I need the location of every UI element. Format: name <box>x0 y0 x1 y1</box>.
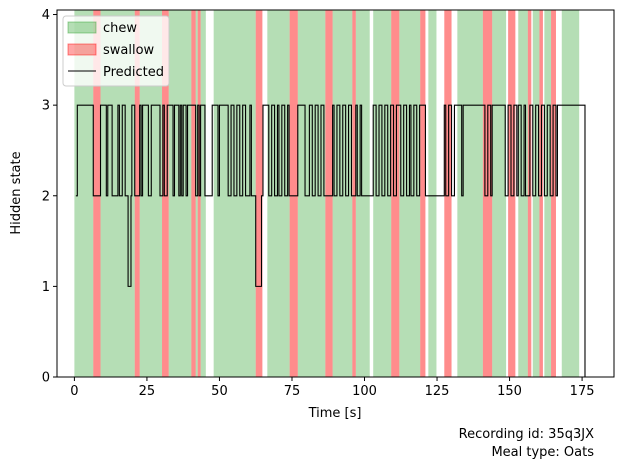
swallow-band-7 <box>325 10 333 377</box>
swallow-band-10 <box>420 10 426 377</box>
y-axis: 0 1 2 3 4 <box>42 8 57 386</box>
legend-predicted-label: Predicted <box>103 65 164 80</box>
swallow-band-8 <box>352 10 356 377</box>
legend-box <box>62 15 170 87</box>
legend-chew-label: chew <box>103 21 137 36</box>
x-axis-title: Time [s] <box>308 406 362 421</box>
swallow-band-3 <box>191 10 196 377</box>
swallow-band-0 <box>93 10 101 377</box>
swallow-band-1 <box>134 10 140 377</box>
x-tick-label: 125 <box>425 384 450 399</box>
recording-id-caption: Recording id: 35q3JX <box>458 427 594 442</box>
x-tick-label: 25 <box>139 384 156 399</box>
chew-band-5 <box>200 10 206 377</box>
plot-frame <box>56 9 615 378</box>
chew-band-0 <box>74 10 94 377</box>
predicted-line-layer <box>75 104 586 377</box>
x-tick-label: 150 <box>497 384 522 399</box>
chew-band-15 <box>492 10 507 377</box>
swallow-band-5 <box>255 10 263 377</box>
x-tick-label: 0 <box>70 384 78 399</box>
swallow-band-9 <box>391 10 400 377</box>
y-tick-label: 0 <box>42 371 50 386</box>
chew-band-16 <box>518 10 528 377</box>
legend-swallow-label: swallow <box>103 43 155 58</box>
predicted-state-line <box>75 104 586 377</box>
chew-band-19 <box>561 10 580 377</box>
chew-band-4 <box>195 10 198 377</box>
legend-chew-swatch <box>67 21 97 34</box>
y-tick-label: 4 <box>42 8 50 23</box>
legend-swallow-swatch <box>67 43 97 56</box>
chew-band-6 <box>213 10 256 377</box>
y-tick-label: 3 <box>42 99 50 114</box>
legend: chew swallow Predicted <box>62 15 170 87</box>
y-tick-label: 1 <box>42 280 50 295</box>
x-axis: 0 25 50 75 100 125 150 175 <box>70 377 595 399</box>
x-tick-label: 50 <box>211 384 228 399</box>
swallow-band-13 <box>508 10 516 377</box>
chew-band-10 <box>355 10 370 377</box>
y-tick-label: 2 <box>42 189 50 204</box>
meal-type-caption: Meal type: Oats <box>491 445 594 460</box>
y-axis-title: Hidden state <box>9 151 24 234</box>
swallow-band-6 <box>289 10 298 377</box>
chew-band-13 <box>428 10 437 377</box>
x-tick-label: 100 <box>352 384 377 399</box>
swallow-band-11 <box>444 10 452 377</box>
swallow-band-2 <box>162 10 169 377</box>
x-tick-label: 75 <box>284 384 301 399</box>
x-tick-label: 175 <box>570 384 595 399</box>
